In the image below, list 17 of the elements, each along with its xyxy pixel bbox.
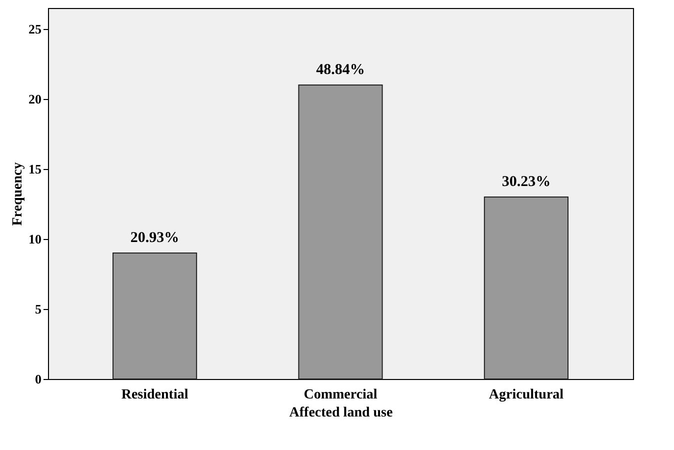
bar [484, 196, 568, 380]
y-tick-label: 10 [28, 232, 42, 246]
y-tick-label: 20 [28, 92, 42, 106]
y-tick-label: 15 [28, 162, 42, 176]
bar [298, 84, 383, 380]
x-tick-label: Commercial [304, 388, 378, 402]
bar [112, 252, 198, 380]
annotation: 48.84% [316, 62, 365, 78]
y-tick-label: 5 [35, 302, 42, 316]
x-axis-title: Affected land use [289, 406, 393, 420]
x-tick-label: Agricultural [488, 388, 564, 402]
x-tick-label: Residential [121, 388, 188, 402]
y-axis-title: Frequency [10, 162, 26, 226]
y-tick-label: 0 [35, 372, 42, 386]
y-tick-label: 25 [28, 22, 42, 36]
annotation: 20.93% [130, 230, 180, 246]
annotation: 30.23% [502, 174, 551, 190]
